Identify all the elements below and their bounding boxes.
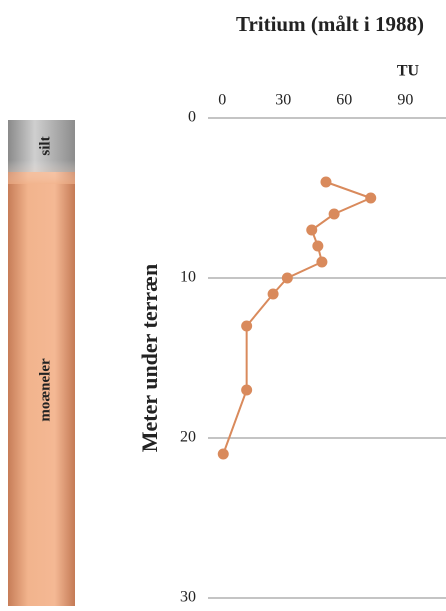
soil-column [8, 120, 75, 606]
x-tick-label: 30 [275, 92, 291, 109]
data-line [222, 181, 374, 455]
data-point [241, 320, 253, 332]
y-tick-label: 30 [180, 589, 196, 606]
data-point [365, 192, 377, 204]
data-point [217, 448, 229, 460]
x-tick-label: 90 [397, 92, 413, 109]
data-point [267, 288, 279, 300]
data-point [320, 176, 332, 188]
x-axis-label: TU [397, 63, 420, 80]
data-point [281, 272, 293, 284]
layer-label: silt [37, 136, 53, 155]
data-point [306, 224, 318, 236]
chart-title: Tritium (målt i 1988) [236, 12, 424, 36]
y-tick-label: 0 [188, 109, 196, 126]
layer-transition [8, 160, 75, 184]
data-point [241, 384, 253, 396]
layer-label: moæneler [37, 358, 53, 422]
x-tick-label: 60 [336, 92, 352, 109]
y-axis-label: Meter under terræn [137, 264, 162, 453]
data-point [316, 256, 328, 268]
data-point [328, 208, 340, 220]
data-point [312, 240, 324, 252]
x-tick-label: 0 [218, 92, 226, 109]
y-tick-label: 20 [180, 429, 196, 446]
y-tick-label: 10 [180, 269, 196, 286]
